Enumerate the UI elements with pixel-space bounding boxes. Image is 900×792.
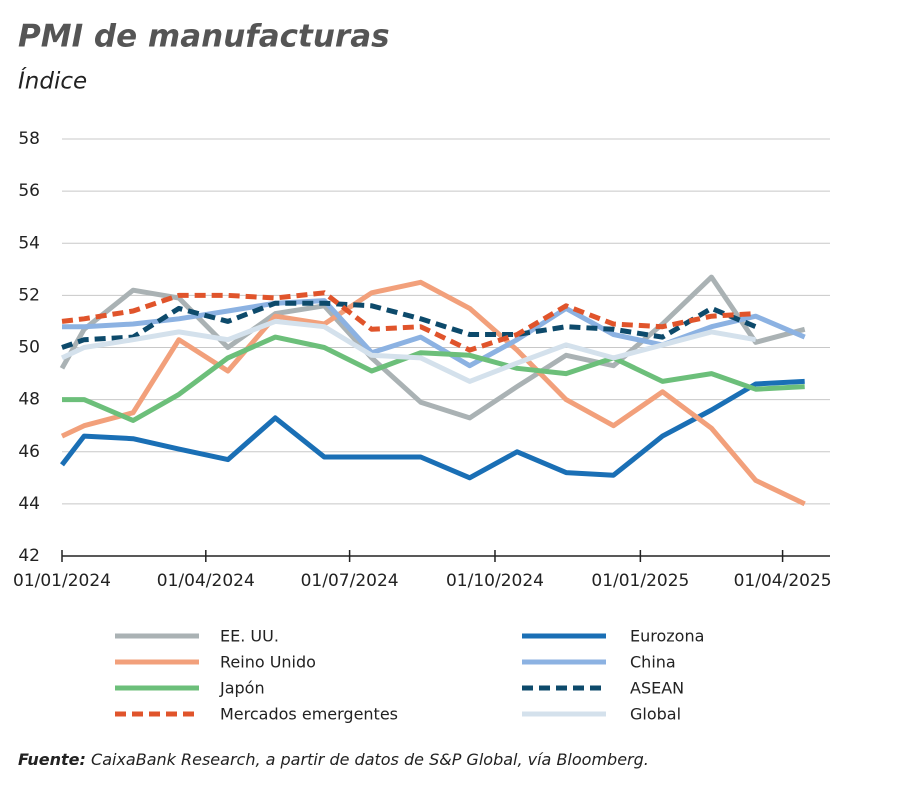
legend-label: China	[630, 653, 676, 672]
legend-label: ASEAN	[630, 679, 684, 698]
series-line	[61, 290, 756, 353]
chart-subtitle: Índice	[18, 67, 87, 95]
y-tick-label: 52	[18, 285, 40, 305]
y-tick-label: 48	[18, 390, 40, 410]
legend-label: Global	[630, 705, 681, 724]
series-line	[60, 279, 806, 507]
y-tick-label: 46	[18, 442, 40, 462]
y-tick-label: 58	[18, 129, 40, 149]
series-line	[59, 274, 806, 421]
x-tick-label: 01/04/2025	[734, 571, 832, 591]
y-tick-label: 42	[18, 546, 40, 566]
y-tick-label: 54	[18, 233, 40, 253]
series-line	[61, 300, 757, 350]
series-line	[60, 378, 805, 481]
y-tick-label: 56	[18, 181, 40, 201]
legend-label: Mercados emergentes	[220, 705, 398, 724]
chart-title: PMI de manufacturas	[18, 19, 390, 55]
legend-label: Reino Unido	[220, 653, 316, 672]
x-tick-label: 01/07/2024	[301, 571, 399, 591]
source-label: Fuente:	[18, 750, 86, 769]
x-tick-label: 01/01/2025	[591, 571, 689, 591]
legend-label: Eurozona	[630, 627, 704, 646]
y-tick-label: 44	[18, 494, 40, 514]
series-line	[62, 334, 805, 423]
legend-label: Japón	[219, 679, 265, 698]
series-line	[60, 318, 757, 384]
x-tick-label: 01/10/2024	[446, 571, 544, 591]
y-tick-label: 50	[18, 338, 40, 358]
source: Fuente: CaixaBank Research, a partir de …	[18, 750, 649, 769]
x-tick-label: 01/01/2024	[13, 571, 111, 591]
legend-label: EE. UU.	[220, 627, 279, 646]
x-tick-label: 01/04/2024	[157, 571, 255, 591]
source-text: CaixaBank Research, a partir de datos de…	[91, 750, 649, 769]
